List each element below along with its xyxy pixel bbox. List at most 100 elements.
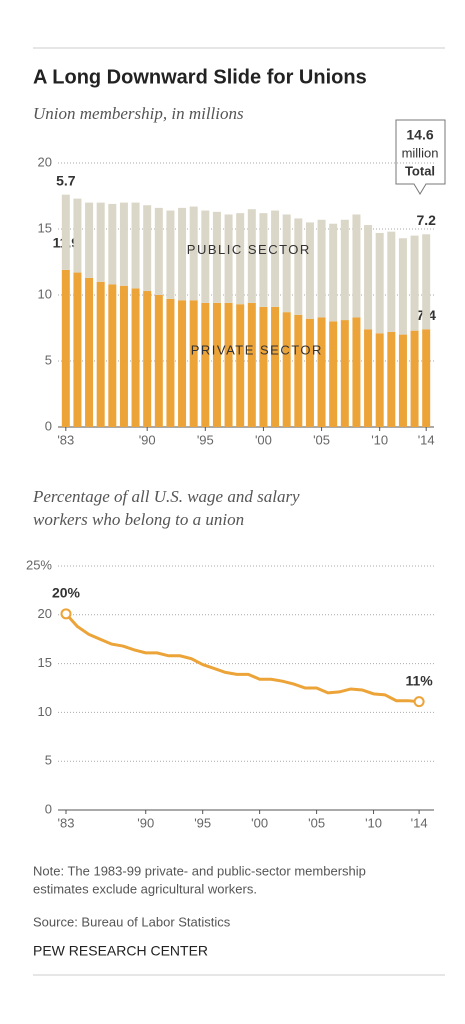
data-label: 5.7 (56, 172, 76, 188)
y-tick-label: 15 (38, 655, 52, 670)
y-tick-label: 10 (38, 286, 52, 301)
bar (178, 300, 187, 427)
subtitle: Union membership, in millions (33, 104, 244, 123)
callout: 14.6 million Total (395, 119, 446, 195)
brand: PEW RESEARCH CENTER (33, 943, 208, 959)
bar (305, 318, 314, 427)
line (64, 612, 420, 704)
bar (166, 210, 175, 299)
bar (247, 302, 256, 427)
bar (410, 235, 419, 331)
bar (85, 277, 94, 427)
y-tick-label: 20 (38, 154, 52, 169)
bar (61, 194, 70, 270)
data-label: 20% (52, 585, 81, 601)
bar (387, 331, 396, 427)
bar (294, 218, 303, 315)
x-tick-label: '95 (194, 815, 211, 830)
bar (212, 302, 221, 427)
x-tick-label: '10 (365, 815, 382, 830)
bar (340, 219, 349, 321)
x-tick-label: '00 (251, 815, 268, 830)
bar (201, 210, 210, 303)
callout-text: Total (405, 163, 435, 178)
bar (224, 302, 233, 427)
bar (143, 205, 152, 292)
callout-box (395, 119, 446, 195)
bar (398, 334, 407, 427)
bar (212, 211, 221, 303)
y-tick-label: 0 (45, 801, 52, 816)
x-tick-label: '83 (57, 432, 74, 447)
bar (352, 214, 361, 318)
bar (61, 269, 70, 427)
bar (352, 317, 361, 427)
x-tick-label: '90 (137, 815, 154, 830)
bar (329, 223, 338, 322)
x-tick-label: '14 (418, 432, 435, 447)
bar (131, 202, 140, 289)
bar (96, 281, 105, 427)
bar (259, 306, 268, 427)
bar (119, 285, 128, 427)
x-tick-label: '14 (411, 815, 428, 830)
x-tick-label: '05 (313, 432, 330, 447)
note: Note: The 1983-99 private- and public-se… (33, 863, 366, 878)
subtitle: workers who belong to a union (33, 510, 244, 529)
bar (317, 219, 326, 318)
bar (166, 298, 175, 427)
bar (282, 312, 291, 427)
bar (236, 304, 245, 427)
bar (236, 213, 245, 305)
x-tick-label: '10 (371, 432, 388, 447)
x-tick-label: '83 (58, 815, 75, 830)
bar (178, 207, 187, 301)
bar (224, 214, 233, 303)
bar (189, 300, 198, 427)
y-tick-label: 5 (45, 352, 52, 367)
x-tick-label: '95 (197, 432, 214, 447)
series-label: PUBLIC SECTOR (187, 242, 311, 257)
note: estimates exclude agricultural workers. (33, 881, 257, 896)
bar (189, 206, 198, 301)
bar (282, 214, 291, 313)
bar (201, 302, 210, 427)
x-tick-label: '90 (139, 432, 156, 447)
y-tick-label: 15 (38, 220, 52, 235)
source: Source: Bureau of Labor Statistics (33, 914, 231, 929)
y-tick-label: 0 (45, 418, 52, 433)
bar (422, 234, 431, 330)
y-tick-label: 25% (26, 557, 52, 572)
bar (247, 209, 256, 303)
y-tick-label: 5 (45, 753, 52, 768)
bar (96, 202, 105, 282)
bar (364, 329, 373, 427)
bar (305, 222, 314, 319)
bar (410, 330, 419, 427)
bar (387, 231, 396, 332)
callout-text: million (402, 145, 439, 160)
subtitle: Percentage of all U.S. wage and salary (32, 487, 300, 506)
bar (73, 272, 82, 427)
y-tick-label: 10 (38, 704, 52, 719)
series-label: PRIVATE SECTOR (191, 343, 323, 358)
bar (108, 284, 117, 427)
x-tick-label: '00 (255, 432, 272, 447)
bar (119, 202, 128, 286)
bar (294, 314, 303, 427)
bar (73, 198, 82, 273)
y-tick-label: 20 (38, 606, 52, 621)
bar (259, 213, 268, 307)
callout-text: 14.6 (406, 127, 433, 143)
bar (340, 320, 349, 427)
bar (108, 203, 117, 285)
title: A Long Downward Slide for Unions (33, 66, 367, 88)
bar (131, 288, 140, 427)
x-tick-label: '05 (308, 815, 325, 830)
bar (329, 321, 338, 427)
point (413, 696, 425, 708)
bar (364, 225, 373, 330)
point (60, 608, 72, 620)
bar (375, 232, 384, 334)
